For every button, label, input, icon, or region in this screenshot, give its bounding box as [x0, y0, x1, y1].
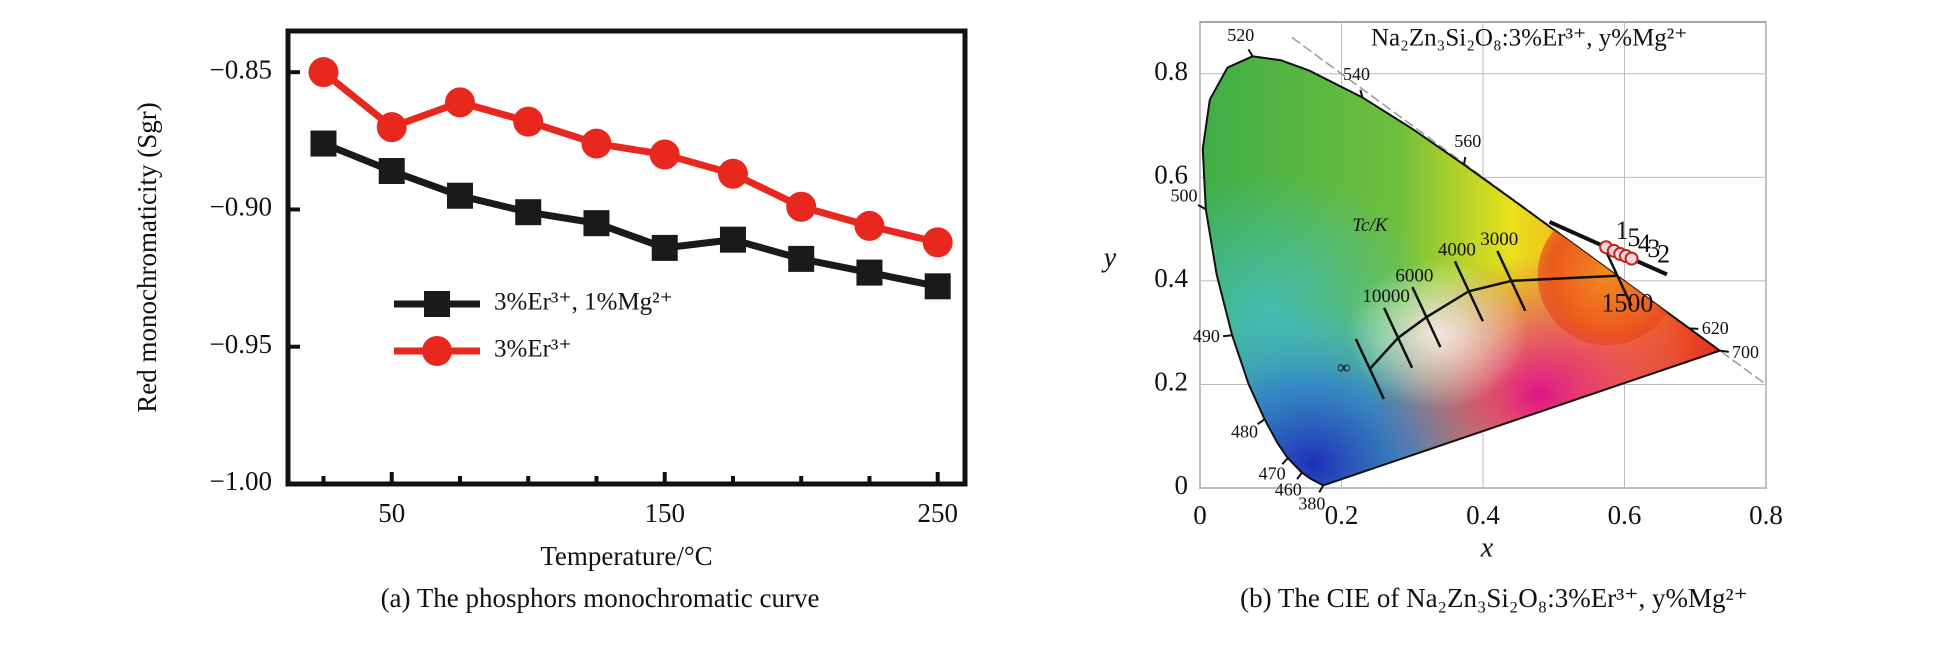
marker — [513, 106, 544, 137]
temperature-label: 1500 — [1601, 289, 1653, 318]
wavelength-tick — [1719, 349, 1729, 353]
wavelength-tick — [1281, 457, 1289, 465]
wavelength-tick — [1257, 418, 1266, 426]
caption: (a) The phosphors monochromatic curve — [381, 583, 820, 613]
marker — [376, 112, 407, 143]
marker — [515, 199, 542, 226]
marker — [378, 158, 405, 185]
legend-label: 3%Er³⁺ — [494, 336, 572, 363]
x-axis-label: Temperature/°C — [540, 541, 712, 571]
sample-label: 2 — [1657, 240, 1670, 269]
legend-marker — [422, 336, 452, 366]
x-tick-label: 0.8 — [1749, 500, 1783, 530]
marker — [651, 234, 678, 261]
temperature-label: ∞ — [1337, 357, 1351, 378]
wavelength-label: 460 — [1275, 479, 1302, 499]
marker — [444, 87, 475, 118]
wavelength-tick — [1247, 48, 1254, 57]
legend-marker — [424, 291, 450, 317]
y-axis-label: y — [1101, 242, 1117, 273]
wavelength-tick — [1197, 204, 1207, 211]
x-tick-label: 0 — [1193, 500, 1207, 530]
sample-label: 5 — [1627, 223, 1640, 252]
isotherm — [1411, 286, 1442, 348]
wavelength-tick — [1296, 472, 1303, 480]
marker — [788, 245, 815, 272]
isotherm — [1453, 260, 1484, 322]
x-tick-label: 0.6 — [1608, 500, 1642, 530]
wavelength-label: 700 — [1732, 342, 1759, 362]
x-axis-label: x — [1480, 532, 1494, 563]
marker — [786, 191, 817, 222]
x-tick-label: 150 — [644, 498, 685, 528]
y-tick-label: −0.95 — [210, 329, 272, 359]
sample-label: 4 — [1638, 229, 1651, 258]
marker — [854, 210, 885, 241]
wavelength-label: 560 — [1454, 131, 1481, 151]
wavelength-label: 540 — [1343, 64, 1370, 84]
caption: (b) The CIE of Na₂Zn₃Si₂O₈:3%Er³⁺, y%Mg²… — [1240, 583, 1748, 613]
y-axis-label: Red monochromaticity (Sgr) — [132, 102, 162, 412]
isotherm — [1496, 250, 1527, 312]
x-tick-label: 0.2 — [1325, 500, 1359, 530]
wavelength-tick — [1462, 156, 1467, 165]
wavelength-label: 380 — [1298, 493, 1325, 513]
marker — [583, 210, 610, 237]
sample-point — [1624, 251, 1639, 266]
y-tick-label: −0.90 — [210, 192, 272, 222]
y-tick-label: −0.85 — [210, 54, 272, 84]
series-line — [321, 69, 939, 246]
marker — [310, 130, 337, 157]
y-tick-label: 0.4 — [1154, 263, 1188, 293]
isotherm — [1382, 307, 1414, 369]
series-line — [322, 140, 939, 290]
sample-label: 1 — [1616, 216, 1629, 245]
marker — [719, 226, 746, 253]
y-tick-label: 0.2 — [1154, 367, 1188, 397]
wavelength-label: 480 — [1231, 421, 1258, 441]
legend-label: 3%Er³⁺, 1%Mg²⁺ — [494, 289, 673, 316]
planckian-locus — [1368, 274, 1618, 370]
plot-frame — [285, 28, 968, 487]
wavelength-tick — [1318, 484, 1325, 493]
wavelength-label: 500 — [1170, 185, 1197, 205]
temperature-label: 4000 — [1438, 240, 1476, 261]
chart-title: Na₂Zn₃Si₂O₈:3%Er³⁺, y%Mg²⁺ — [1371, 25, 1688, 52]
marker — [581, 128, 612, 159]
x-tick-label: 0.4 — [1466, 500, 1500, 530]
wavelength-tick — [1222, 334, 1233, 338]
sample-label: 3 — [1647, 234, 1660, 263]
wavelength-label: 620 — [1702, 318, 1729, 338]
marker — [856, 259, 883, 286]
temperature-label: 10000 — [1362, 286, 1410, 307]
wavelength-label: 490 — [1193, 326, 1220, 346]
isotherm — [1354, 338, 1385, 400]
marker — [446, 182, 473, 209]
wavelength-tick — [1359, 89, 1364, 98]
y-tick-label: 0.8 — [1154, 56, 1188, 86]
wavelength-label: 520 — [1227, 25, 1254, 45]
temperature-label: 3000 — [1480, 229, 1518, 250]
marker — [922, 227, 953, 258]
x-tick-label: 50 — [378, 498, 405, 528]
marker — [924, 273, 951, 300]
isotherm — [1602, 245, 1633, 307]
marker — [308, 57, 339, 88]
marker — [649, 139, 680, 170]
y-tick-label: 0.6 — [1154, 160, 1188, 190]
x-tick-label: 250 — [917, 498, 958, 528]
planckian-title: Tc/K — [1352, 215, 1389, 236]
marker — [717, 158, 748, 189]
wavelength-label: 470 — [1259, 464, 1286, 484]
temperature-label: 6000 — [1395, 265, 1433, 286]
y-tick-label: 0 — [1175, 470, 1189, 500]
y-tick-label: −1.00 — [210, 466, 272, 496]
